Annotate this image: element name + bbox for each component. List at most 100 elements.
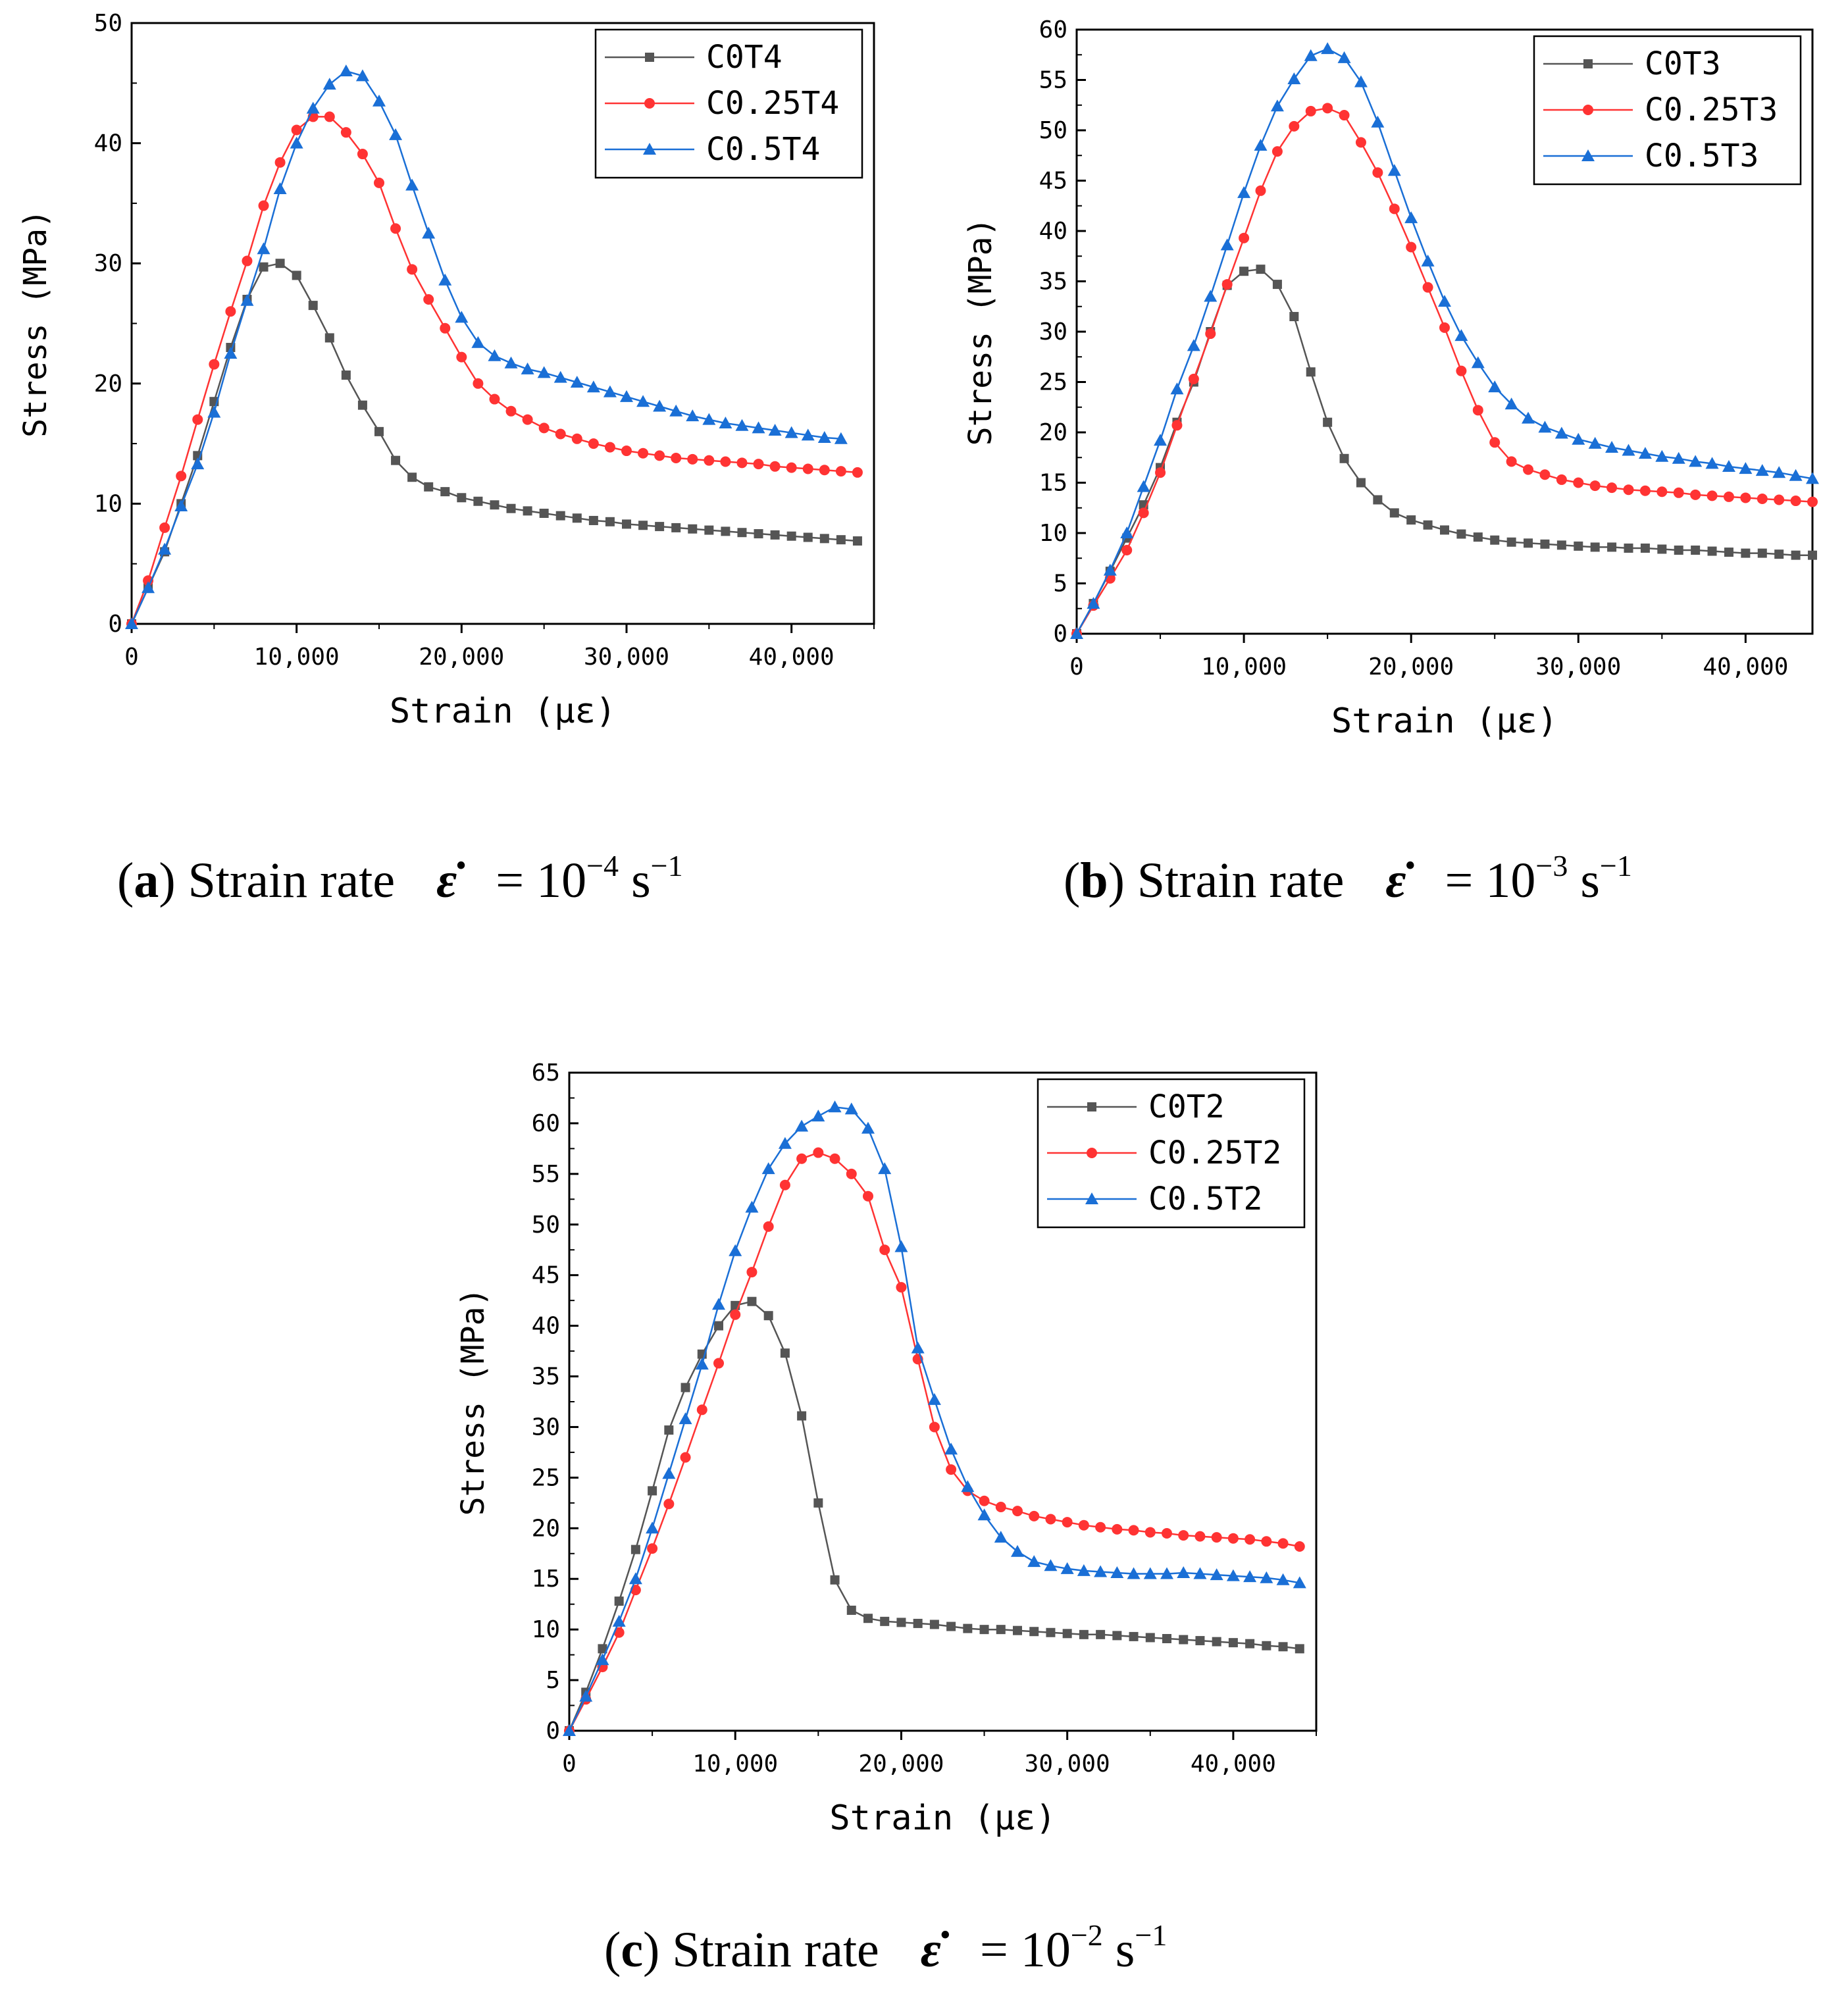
legend-marker bbox=[1583, 59, 1593, 68]
data-point bbox=[834, 432, 848, 444]
data-point bbox=[1623, 484, 1634, 496]
data-point bbox=[457, 493, 467, 503]
data-point bbox=[596, 1653, 609, 1666]
data-point bbox=[647, 1543, 658, 1554]
data-point bbox=[646, 1521, 659, 1534]
data-point bbox=[1096, 1629, 1106, 1639]
data-point bbox=[712, 1298, 725, 1310]
data-point bbox=[1808, 550, 1817, 560]
data-point bbox=[1276, 1573, 1290, 1585]
data-point bbox=[456, 351, 467, 363]
x-tick-label: 10,000 bbox=[254, 644, 340, 671]
data-point bbox=[754, 529, 763, 539]
data-point bbox=[963, 1623, 973, 1633]
chart-panel-c: 0 5 10 15 20 25 30 35 40 45 50 55 60 65 0 10,000 20,000 3… bbox=[434, 1027, 1422, 1992]
data-point bbox=[407, 472, 417, 482]
data-point bbox=[274, 157, 286, 168]
data-point bbox=[796, 1153, 808, 1164]
data-point bbox=[1339, 453, 1349, 463]
data-point bbox=[795, 1119, 809, 1132]
data-point bbox=[1171, 420, 1183, 431]
series-line bbox=[1075, 107, 1813, 634]
data-point bbox=[752, 421, 765, 434]
data-point bbox=[159, 522, 170, 533]
data-point bbox=[944, 1443, 958, 1455]
data-point bbox=[737, 528, 747, 538]
data-point bbox=[1193, 1567, 1207, 1579]
data-point bbox=[308, 301, 318, 311]
data-point bbox=[686, 409, 700, 422]
data-point bbox=[879, 1244, 890, 1256]
data-point bbox=[1293, 1576, 1306, 1589]
data-point bbox=[125, 617, 138, 629]
data-point bbox=[407, 264, 418, 275]
data-point bbox=[1094, 1565, 1108, 1577]
data-point bbox=[374, 177, 384, 188]
data-point bbox=[1195, 1636, 1205, 1646]
data-point bbox=[1287, 72, 1301, 84]
y-tick-label: 10 bbox=[532, 1616, 560, 1643]
data-point bbox=[813, 1498, 823, 1508]
data-point bbox=[1211, 1532, 1222, 1543]
data-point bbox=[1473, 532, 1483, 542]
data-point bbox=[1590, 542, 1600, 552]
data-point bbox=[817, 430, 831, 443]
y-tick-label: 15 bbox=[1039, 470, 1067, 497]
series-C0.25T4 bbox=[126, 111, 863, 629]
data-point bbox=[324, 333, 334, 343]
caption-text: Strain rate bbox=[188, 853, 396, 908]
data-point bbox=[679, 1412, 692, 1425]
data-point bbox=[588, 515, 598, 525]
data-point bbox=[1272, 280, 1282, 290]
data-point bbox=[1221, 279, 1233, 290]
data-point bbox=[769, 461, 781, 472]
data-point bbox=[1239, 267, 1249, 276]
data-point bbox=[1438, 295, 1451, 307]
data-point bbox=[1724, 548, 1733, 557]
caption-unit-exponent: −1 bbox=[1599, 849, 1632, 882]
data-point bbox=[687, 453, 698, 465]
data-point bbox=[598, 1644, 607, 1654]
y-tick-label: 40 bbox=[94, 130, 122, 157]
data-point bbox=[719, 417, 732, 429]
data-point bbox=[1689, 455, 1703, 467]
y-tick-label: 60 bbox=[532, 1110, 560, 1137]
series-C0.25T3 bbox=[1071, 103, 1818, 639]
data-point bbox=[836, 535, 846, 545]
data-point bbox=[1204, 290, 1218, 302]
y-tick-label: 5 bbox=[1053, 571, 1067, 598]
x-tick-label: 40,000 bbox=[1703, 653, 1788, 680]
data-point bbox=[1077, 1564, 1091, 1576]
data-point bbox=[844, 1102, 858, 1115]
data-point bbox=[1789, 469, 1803, 481]
data-point bbox=[291, 124, 302, 136]
data-point bbox=[141, 581, 155, 594]
data-point bbox=[786, 531, 796, 541]
data-point bbox=[1112, 1523, 1123, 1535]
x-axis-title: Strain (με) bbox=[829, 1799, 1056, 1838]
data-point bbox=[929, 1620, 939, 1629]
series-line bbox=[568, 1300, 1300, 1731]
strain-rate-symbol: ε̇ bbox=[436, 853, 457, 908]
data-point bbox=[680, 1383, 690, 1392]
caption-unit: s bbox=[619, 853, 651, 908]
y-tick-label: 35 bbox=[532, 1364, 560, 1391]
y-tick-label: 5 bbox=[546, 1667, 560, 1694]
data-point bbox=[1337, 51, 1351, 63]
data-point bbox=[780, 1348, 790, 1358]
data-point bbox=[835, 466, 846, 477]
data-point bbox=[1220, 238, 1234, 251]
data-point bbox=[1323, 417, 1333, 427]
data-point bbox=[1406, 242, 1417, 253]
data-point bbox=[1722, 460, 1735, 472]
caption-eq: = 10 bbox=[496, 853, 587, 908]
data-point bbox=[745, 1200, 759, 1213]
data-point bbox=[174, 499, 188, 512]
data-point bbox=[192, 414, 203, 425]
data-point bbox=[1160, 1567, 1173, 1579]
data-point bbox=[1672, 451, 1685, 464]
data-point bbox=[861, 1121, 875, 1134]
data-point bbox=[207, 405, 221, 418]
data-point bbox=[1112, 1631, 1122, 1641]
y-tick-label: 50 bbox=[94, 10, 122, 37]
